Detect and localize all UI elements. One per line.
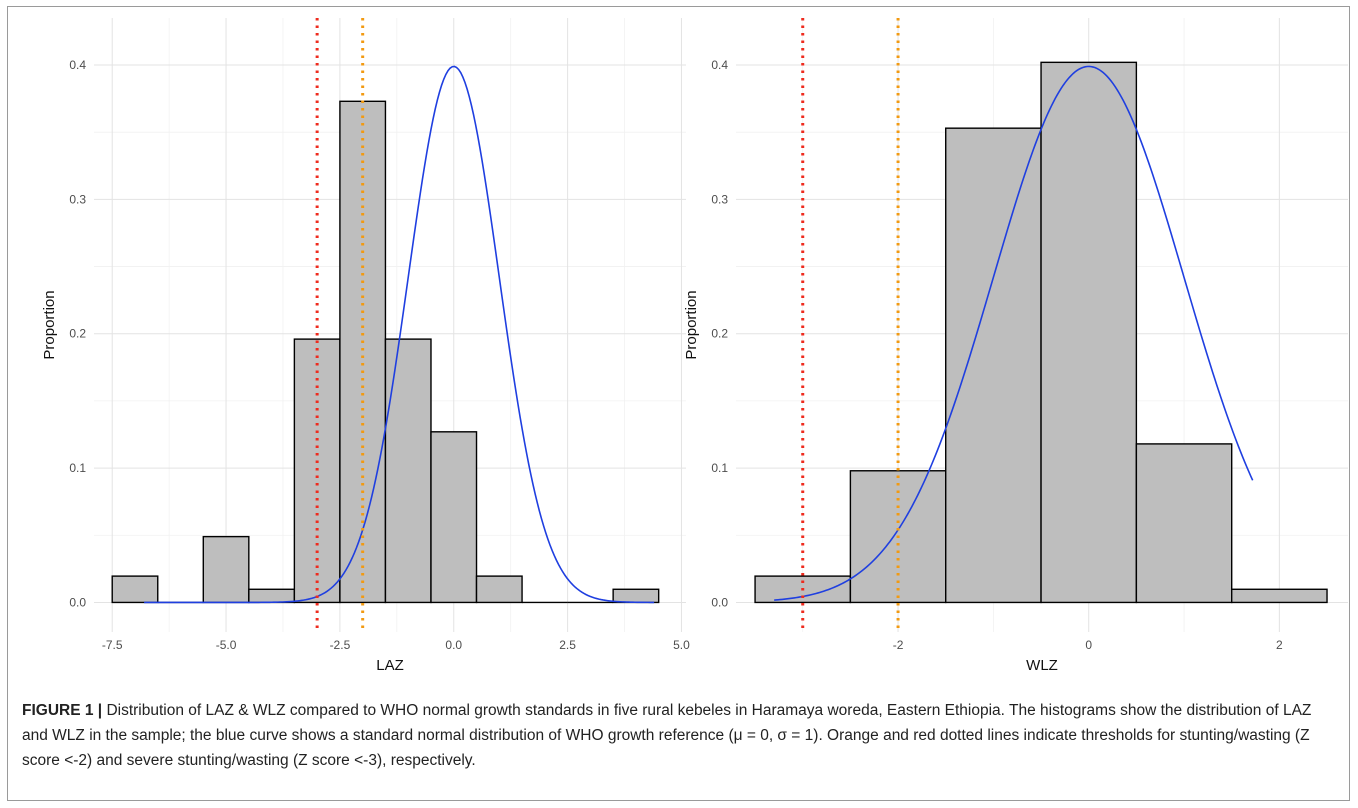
laz-x-axis-title: LAZ bbox=[376, 657, 404, 674]
wlz-bar-3 bbox=[1040, 61, 1138, 604]
figure-caption: FIGURE 1 | Distribution of LAZ & WLZ com… bbox=[22, 698, 1340, 773]
laz-bar-3 bbox=[248, 588, 296, 604]
wlz-x-axis-title: WLZ bbox=[1026, 657, 1058, 674]
laz-y-tick-label-0_4: 0.4 bbox=[69, 58, 86, 72]
laz-x-tick-label-m7_5: -7.5 bbox=[102, 638, 123, 652]
laz-y-tick-label-0_2: 0.2 bbox=[69, 327, 86, 341]
wlz-y-tick-label-0_4: 0.4 bbox=[711, 58, 728, 72]
wlz-bar-5 bbox=[1231, 588, 1328, 604]
laz-x-tick-label-m5: -5.0 bbox=[216, 638, 237, 652]
laz-bar-7 bbox=[430, 431, 478, 604]
caption-text: Distribution of LAZ & WLZ compared to WH… bbox=[22, 702, 1312, 769]
wlz-normal-curve bbox=[774, 65, 1254, 601]
wlz-y-axis-title: Proportion bbox=[683, 290, 700, 359]
laz-x-tick-label-5: 5.0 bbox=[673, 638, 690, 652]
wlz-panel: -2 0 2 0.0 0.1 0.2 0.3 0.4 WLZ Proportion bbox=[683, 18, 1348, 674]
wlz-x-tick-label-2: 2 bbox=[1276, 638, 1283, 652]
wlz-y-tick-label-0_3: 0.3 bbox=[711, 192, 728, 206]
laz-y-tick-label-0_1: 0.1 bbox=[69, 461, 86, 475]
laz-bar-8 bbox=[475, 575, 523, 604]
wlz-x-tick-label-0: 0 bbox=[1085, 638, 1092, 652]
laz-x-tick-label-m2_5: -2.5 bbox=[330, 638, 351, 652]
wlz-bar-4 bbox=[1135, 443, 1233, 604]
wlz-bar-2 bbox=[945, 127, 1042, 604]
laz-normal-curve bbox=[144, 65, 655, 604]
laz-y-tick-label-0: 0.0 bbox=[69, 595, 86, 609]
laz-panel: -7.5 -5.0 -2.5 0.0 2.5 5.0 0.0 0.1 0.2 0.3 0.4 LAZ P… bbox=[41, 18, 690, 674]
wlz-y-tick-label-0: 0.0 bbox=[711, 595, 728, 609]
wlz-y-tick-label-0_1: 0.1 bbox=[711, 461, 728, 475]
laz-bar-2 bbox=[202, 535, 250, 604]
laz-x-tick-label-0: 0.0 bbox=[445, 638, 462, 652]
laz-bar-0 bbox=[111, 575, 159, 604]
figure-charts: -7.5 -5.0 -2.5 0.0 2.5 5.0 0.0 0.1 0.2 0.3 0.4 LAZ P… bbox=[41, 18, 1348, 674]
wlz-y-tick-label-0_2: 0.2 bbox=[711, 327, 728, 341]
laz-bar-6 bbox=[384, 338, 432, 604]
laz-x-tick-label-2_5: 2.5 bbox=[559, 638, 576, 652]
laz-y-axis-title: Proportion bbox=[41, 290, 58, 359]
laz-bar-11 bbox=[612, 588, 660, 604]
laz-y-tick-label-0_3: 0.3 bbox=[69, 192, 86, 206]
caption-label: FIGURE 1 | bbox=[22, 702, 103, 719]
figure-frame bbox=[7, 6, 1350, 801]
wlz-x-tick-label-m2: -2 bbox=[893, 638, 904, 652]
